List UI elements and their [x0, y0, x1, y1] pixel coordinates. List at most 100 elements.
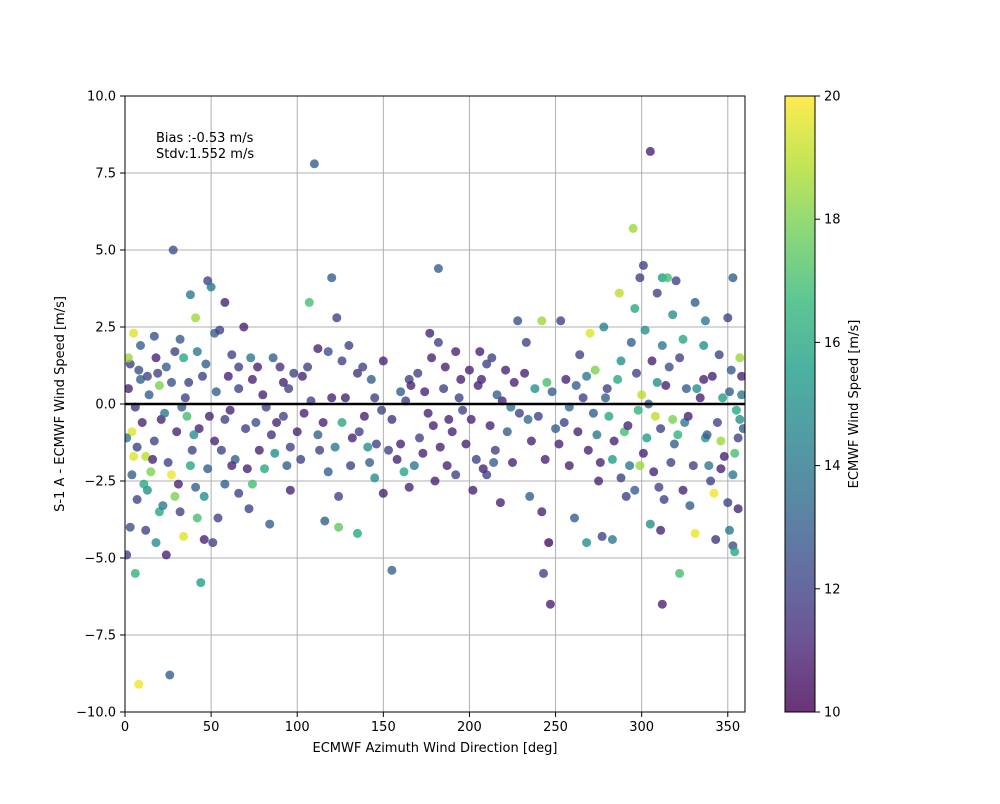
data-point: [313, 430, 323, 440]
data-point: [223, 371, 233, 381]
data-point: [731, 405, 741, 415]
data-point: [594, 476, 604, 486]
data-point: [161, 550, 171, 560]
data-point: [125, 353, 133, 363]
data-point: [542, 377, 552, 387]
data-point: [423, 408, 433, 418]
data-point: [334, 522, 344, 532]
data-point: [685, 501, 695, 511]
data-point: [652, 288, 662, 298]
data-point: [547, 387, 557, 397]
data-point: [198, 371, 207, 381]
data-point: [309, 159, 319, 169]
data-point: [623, 421, 633, 431]
data-point: [185, 290, 195, 300]
data-point: [275, 362, 285, 372]
data-point: [461, 439, 471, 449]
data-point: [711, 535, 721, 544]
data-point: [154, 381, 164, 390]
data-point: [265, 519, 275, 529]
data-point: [454, 393, 464, 403]
data-point: [509, 377, 519, 387]
data-point: [127, 427, 137, 437]
data-point: [492, 390, 502, 400]
data-point: [707, 371, 717, 381]
data-point: [695, 393, 705, 403]
data-point: [730, 448, 740, 458]
data-point: [630, 304, 640, 313]
data-point: [464, 365, 474, 375]
data-point: [211, 387, 221, 397]
data-point: [601, 393, 610, 403]
data-point: [353, 368, 362, 378]
data-point: [456, 374, 466, 384]
data-point: [638, 448, 648, 458]
data-point: [664, 362, 674, 372]
data-point: [253, 362, 263, 372]
data-point: [490, 445, 500, 455]
data-point: [508, 458, 517, 467]
data-point: [633, 405, 643, 415]
data-point: [678, 485, 688, 495]
data-point: [728, 470, 738, 480]
data-point: [485, 421, 495, 431]
data-point: [285, 442, 295, 452]
data-point: [442, 461, 452, 471]
data-point: [430, 476, 440, 486]
data-point: [523, 414, 533, 424]
data-point: [247, 479, 257, 489]
data-point: [292, 427, 302, 437]
data-point: [130, 568, 140, 578]
data-point: [513, 316, 523, 326]
data-point: [170, 347, 180, 357]
data-point: [199, 491, 209, 501]
y-axis-label: S-1 A - ECMWF Wind Speed [m/s]: [53, 296, 68, 512]
data-point: [471, 454, 481, 464]
data-point: [657, 341, 667, 350]
data-point: [129, 451, 139, 461]
data-point: [160, 408, 170, 418]
data-point: [315, 445, 325, 455]
data-point: [227, 461, 237, 471]
y-tick-label: 2.5: [95, 321, 116, 336]
data-point: [628, 223, 638, 233]
data-point: [466, 414, 476, 424]
data-point: [354, 427, 364, 437]
data-point: [669, 439, 679, 449]
data-point: [582, 538, 592, 548]
data-point: [585, 328, 595, 338]
data-point: [671, 276, 681, 286]
data-point: [554, 439, 564, 449]
data-point: [692, 384, 702, 394]
data-point: [537, 316, 547, 326]
colorbar-tick-label: 10: [824, 706, 841, 721]
data-point: [433, 337, 443, 347]
data-point: [149, 436, 159, 446]
data-point: [225, 405, 235, 415]
x-tick-label: 0: [121, 720, 129, 735]
data-point: [573, 427, 583, 437]
data-point: [206, 282, 216, 292]
data-point: [735, 414, 745, 424]
data-point: [359, 411, 369, 421]
data-point: [602, 384, 612, 394]
data-point: [570, 513, 579, 523]
data-point: [137, 418, 147, 427]
data-point: [487, 353, 497, 363]
data-point: [246, 353, 256, 363]
data-point: [451, 470, 461, 480]
data-point: [652, 377, 662, 387]
data-point: [127, 470, 137, 480]
y-tick-label: 7.5: [95, 167, 116, 182]
data-point: [478, 464, 488, 474]
data-point: [495, 498, 505, 508]
data-point: [185, 461, 195, 471]
data-point: [725, 387, 734, 397]
data-point: [525, 491, 535, 501]
data-point: [668, 414, 678, 424]
data-point: [699, 374, 709, 384]
data-point: [392, 454, 402, 464]
colorbar-label: ECMWF Wind Speed [m/s]: [847, 320, 862, 489]
data-point: [251, 418, 261, 427]
x-axis-ticks: 0 50 100 150 200 250 300 350: [121, 712, 740, 735]
